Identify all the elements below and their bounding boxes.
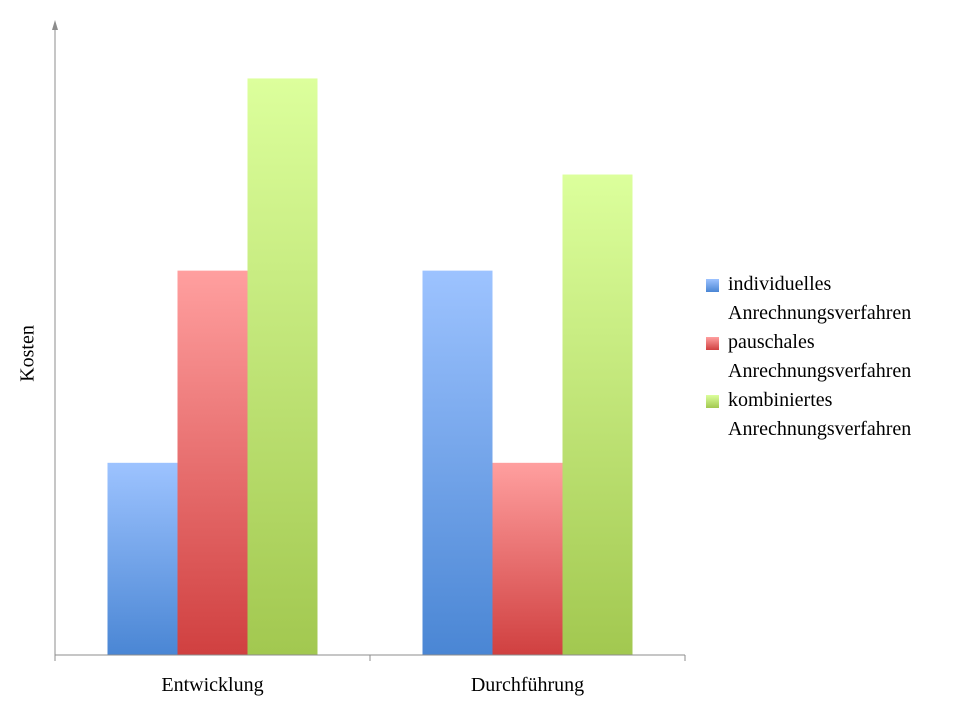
axes	[52, 20, 686, 661]
bar-3-1	[247, 78, 318, 655]
bar-1-2	[422, 270, 493, 655]
legend-swatch	[706, 337, 719, 350]
legend-item: kombiniertes Anrechnungsverfahren	[706, 386, 956, 444]
legend-label: individuelles Anrechnungsverfahren	[728, 273, 912, 324]
bar-2-1	[177, 270, 248, 655]
y-axis-arrow	[52, 20, 58, 30]
legend-swatch	[706, 279, 719, 292]
x-tick-labels: Entwicklung Durchführung	[161, 674, 584, 696]
y-axis-label: Kosten	[16, 325, 39, 382]
x-tick-label: Entwicklung	[161, 674, 263, 696]
legend-label: pauschales Anrechnungsverfahren	[728, 331, 912, 382]
legend: individuelles Anrechnungsverfahren pausch…	[706, 270, 956, 444]
bar-3-2	[562, 174, 633, 655]
x-tick-label: Durchführung	[471, 674, 584, 696]
bars	[107, 78, 633, 655]
legend-label: kombiniertes Anrechnungsverfahren	[728, 389, 912, 440]
bar-2-2	[492, 462, 563, 655]
legend-item: pauschales Anrechnungsverfahren	[706, 328, 956, 386]
legend-swatch	[706, 395, 719, 408]
bar-1-1	[107, 462, 178, 655]
legend-item: individuelles Anrechnungsverfahren	[706, 270, 956, 328]
